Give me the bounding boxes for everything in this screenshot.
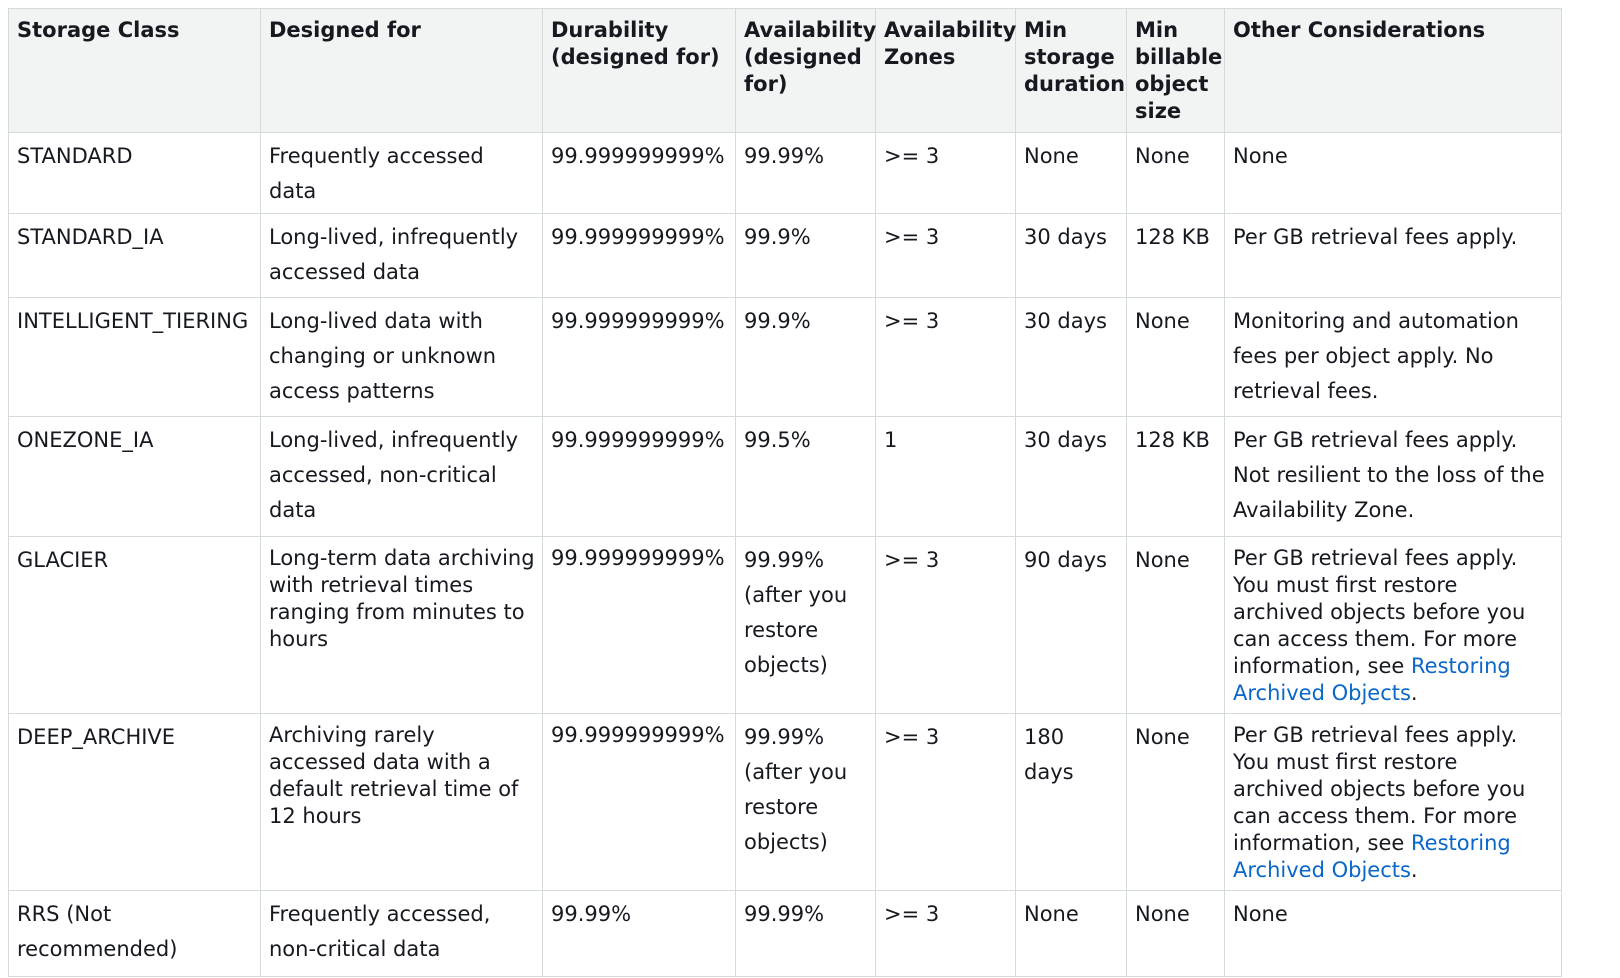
cell-other: Per GB retrieval fees apply. You must fi… (1224, 536, 1562, 714)
cell-durability: 99.999999999% (542, 536, 736, 714)
cell-availability: 99.9% (735, 297, 876, 417)
cell-zones: >= 3 (875, 713, 1016, 891)
cell-min-size: 128 KB (1126, 213, 1225, 298)
cell-other: None (1224, 132, 1562, 214)
cell-other: Per GB retrieval fees apply. (1224, 213, 1562, 298)
table-row: DEEP_ARCHIVE Archiving rarely accessed d… (8, 713, 1562, 891)
storage-class-table: Storage Class Designed for Durability (d… (8, 8, 1562, 977)
cell-designed-for: Long-lived, infrequently accessed data (260, 213, 543, 298)
cell-min-duration: None (1015, 890, 1127, 977)
header-row: Storage Class Designed for Durability (d… (8, 8, 1562, 133)
cell-min-size: 128 KB (1126, 416, 1225, 537)
cell-zones: >= 3 (875, 132, 1016, 214)
cell-min-duration: None (1015, 132, 1127, 214)
cell-designed-for: Long-lived data with changing or unknown… (260, 297, 543, 417)
table-row: GLACIER Long-term data archiving with re… (8, 536, 1562, 714)
cell-other: Monitoring and automation fees per objec… (1224, 297, 1562, 417)
cell-min-duration: 30 days (1015, 416, 1127, 537)
cell-min-size: None (1126, 297, 1225, 417)
cell-designed-for: Long-term data archiving with retrieval … (260, 536, 543, 714)
cell-durability: 99.999999999% (542, 132, 736, 214)
other-end: . (1410, 681, 1418, 705)
cell-storage-class: STANDARD_IA (8, 213, 261, 298)
cell-min-duration: 30 days (1015, 213, 1127, 298)
cell-availability: 99.99% (after you restore objects) (735, 536, 876, 714)
header-min-storage-duration: Min storage duration (1015, 8, 1127, 133)
cell-min-duration: 90 days (1015, 536, 1127, 714)
table-row: STANDARD Frequently accessed data 99.999… (8, 132, 1562, 214)
restoring-archived-objects-link[interactable]: Restoring Archived Objects (1233, 654, 1511, 705)
header-other-considerations: Other Considerations (1224, 8, 1562, 133)
cell-min-size: None (1126, 890, 1225, 977)
table-row: RRS (Not recommended) Frequently accesse… (8, 890, 1562, 977)
table-row: INTELLIGENT_TIERING Long-lived data with… (8, 297, 1562, 417)
cell-zones: >= 3 (875, 536, 1016, 714)
cell-availability: 99.99% (after you restore objects) (735, 713, 876, 891)
cell-durability: 99.999999999% (542, 213, 736, 298)
cell-availability: 99.9% (735, 213, 876, 298)
header-min-billable-object-size: Min billable object size (1126, 8, 1225, 133)
cell-storage-class: GLACIER (8, 536, 261, 714)
table-row: STANDARD_IA Long-lived, infrequently acc… (8, 213, 1562, 298)
cell-min-duration: 30 days (1015, 297, 1127, 417)
header-designed-for: Designed for (260, 8, 543, 133)
cell-other: Per GB retrieval fees apply. Not resilie… (1224, 416, 1562, 537)
header-availability: Availability (designed for) (735, 8, 876, 133)
cell-durability: 99.999999999% (542, 297, 736, 417)
storage-class-table-container: Storage Class Designed for Durability (d… (8, 8, 1562, 977)
cell-storage-class: ONEZONE_IA (8, 416, 261, 537)
cell-durability: 99.99% (542, 890, 736, 977)
cell-zones: >= 3 (875, 213, 1016, 298)
cell-designed-for: Long-lived, infrequently accessed, non-c… (260, 416, 543, 537)
cell-storage-class: INTELLIGENT_TIERING (8, 297, 261, 417)
cell-min-size: None (1126, 713, 1225, 891)
header-durability: Durability (designed for) (542, 8, 736, 133)
header-availability-zones: Availability Zones (875, 8, 1016, 133)
cell-availability: 99.5% (735, 416, 876, 537)
cell-min-size: None (1126, 132, 1225, 214)
cell-zones: 1 (875, 416, 1016, 537)
cell-zones: >= 3 (875, 297, 1016, 417)
cell-designed-for: Frequently accessed data (260, 132, 543, 214)
cell-availability: 99.99% (735, 890, 876, 977)
cell-durability: 99.999999999% (542, 416, 736, 537)
other-text: Per GB retrieval fees apply. You must fi… (1233, 546, 1526, 678)
cell-min-size: None (1126, 536, 1225, 714)
restoring-archived-objects-link[interactable]: Restoring Archived Objects (1233, 831, 1511, 882)
cell-min-duration: 180 days (1015, 713, 1127, 891)
cell-storage-class: STANDARD (8, 132, 261, 214)
cell-zones: >= 3 (875, 890, 1016, 977)
cell-storage-class: RRS (Not recommended) (8, 890, 261, 977)
other-end: . (1410, 858, 1418, 882)
cell-storage-class: DEEP_ARCHIVE (8, 713, 261, 891)
other-text: Per GB retrieval fees apply. You must fi… (1233, 723, 1526, 855)
cell-availability: 99.99% (735, 132, 876, 214)
cell-other: Per GB retrieval fees apply. You must fi… (1224, 713, 1562, 891)
header-storage-class: Storage Class (8, 8, 261, 133)
table-row: ONEZONE_IA Long-lived, infrequently acce… (8, 416, 1562, 537)
cell-designed-for: Archiving rarely accessed data with a de… (260, 713, 543, 891)
cell-designed-for: Frequently accessed, non-critical data (260, 890, 543, 977)
cell-durability: 99.999999999% (542, 713, 736, 891)
cell-other: None (1224, 890, 1562, 977)
